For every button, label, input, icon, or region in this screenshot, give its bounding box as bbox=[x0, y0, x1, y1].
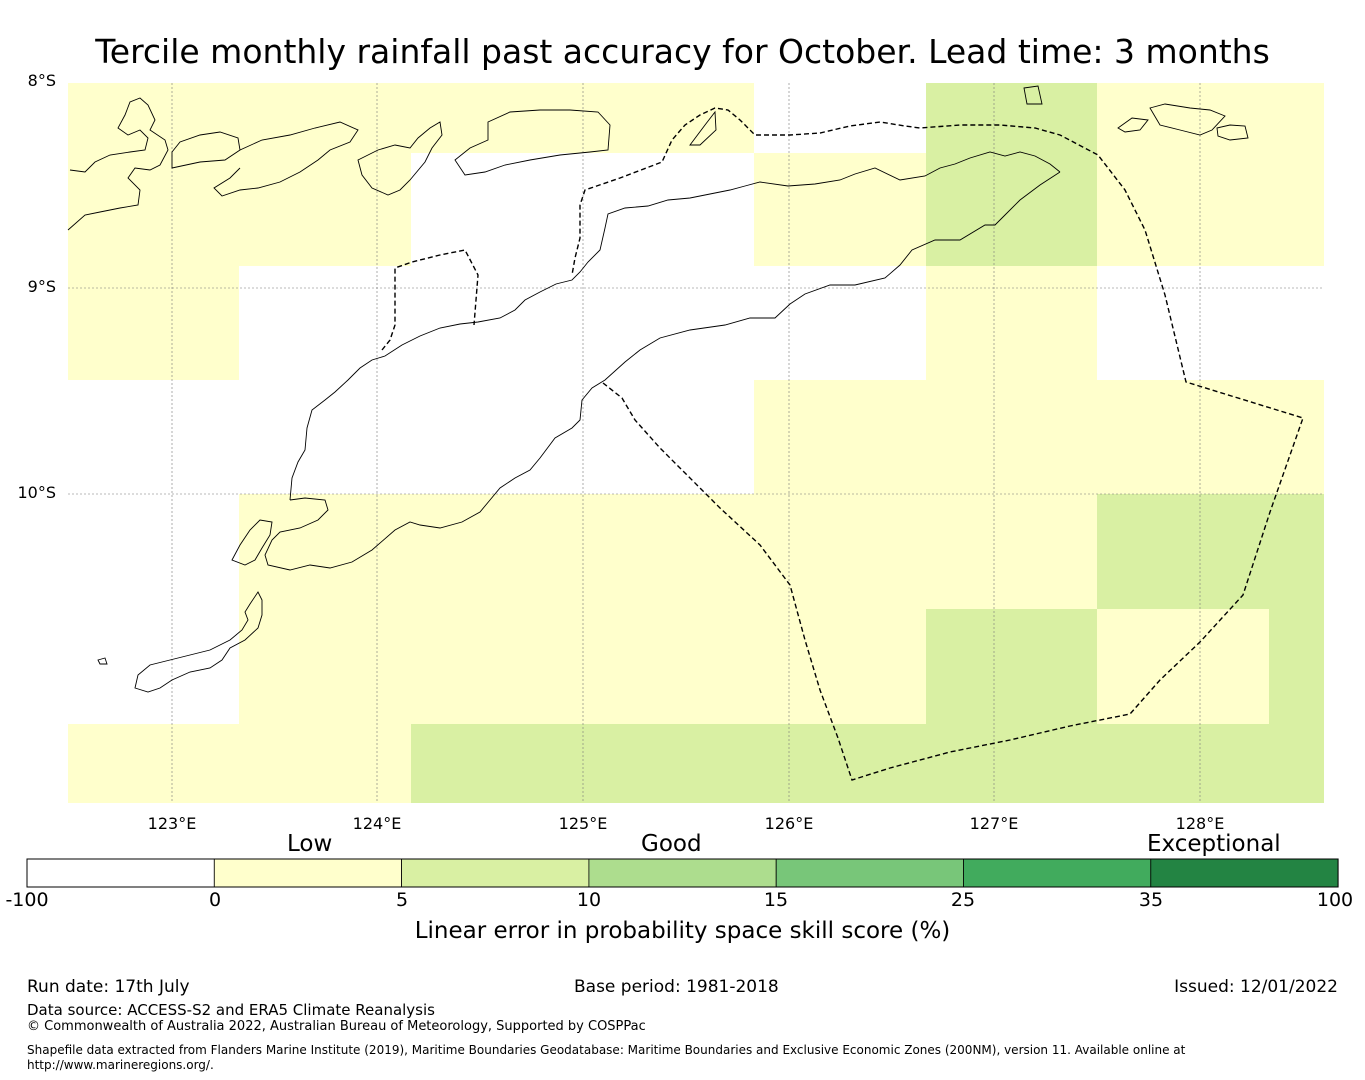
skill-cell bbox=[68, 153, 411, 266]
colorbar-title: Linear error in probability space skill … bbox=[414, 918, 951, 944]
colorbar-outline bbox=[26, 858, 1339, 888]
timor-leste-eez bbox=[571, 107, 1304, 781]
skill-cell bbox=[1097, 83, 1324, 266]
alor-coast bbox=[171, 131, 241, 169]
lon-label-127e: 127°E bbox=[969, 814, 1019, 833]
skill-cell bbox=[926, 83, 1097, 266]
skill-cell bbox=[1097, 609, 1269, 724]
colorbar-segment bbox=[775, 858, 964, 888]
maritime-boundary bbox=[381, 107, 1304, 781]
lon-label-124e: 124°E bbox=[352, 814, 402, 833]
timor-south-coast bbox=[264, 171, 1061, 571]
tick-label: 0 bbox=[208, 889, 222, 911]
colorbar-segment bbox=[588, 858, 777, 888]
colorbar-segment bbox=[963, 858, 1152, 888]
graticule bbox=[68, 83, 1324, 803]
tick-label: 10 bbox=[576, 889, 602, 911]
category-exceptional: Exceptional bbox=[1147, 831, 1281, 857]
shapefile-credit: Shapefile data extracted from Flanders M… bbox=[27, 1043, 1186, 1057]
romang-coast bbox=[1117, 117, 1149, 133]
coastlines bbox=[67, 85, 1249, 693]
lon-label-125e: 125°E bbox=[558, 814, 608, 833]
colorbar-segment bbox=[1150, 858, 1339, 888]
colorbar-segment bbox=[401, 858, 590, 888]
tick-label: 35 bbox=[1138, 889, 1164, 911]
damar-coast bbox=[1149, 103, 1226, 136]
tick-label: -100 bbox=[5, 889, 49, 911]
skill-cell bbox=[239, 494, 1097, 609]
colorbar-segment bbox=[213, 858, 403, 888]
skill-cell bbox=[1269, 609, 1324, 724]
shapefile-url: http://www.marineregions.org/. bbox=[27, 1058, 214, 1072]
semau-coast bbox=[134, 591, 263, 693]
skill-cell bbox=[68, 266, 239, 380]
skill-cell bbox=[68, 83, 754, 153]
skill-cell bbox=[1097, 494, 1324, 609]
issued-date: Issued: 12/01/2022 bbox=[1174, 977, 1338, 997]
tick-label: 100 bbox=[1316, 889, 1354, 911]
rote-coast bbox=[231, 519, 273, 566]
tick-label: 15 bbox=[763, 889, 789, 911]
skill-cell bbox=[754, 153, 926, 266]
small-isle-1 bbox=[1216, 124, 1249, 141]
skill-cell bbox=[411, 724, 1324, 803]
lat-label-10s: 10°S bbox=[17, 483, 56, 502]
lon-label-123e: 123°E bbox=[147, 814, 197, 833]
flores-coast bbox=[67, 97, 169, 231]
kisar-coast bbox=[357, 121, 443, 196]
oecusse-eez bbox=[381, 249, 479, 351]
lon-label-128e: 128°E bbox=[1175, 814, 1225, 833]
colorbar-segment bbox=[26, 858, 215, 888]
tick-label: 25 bbox=[950, 889, 976, 911]
lat-label-9s: 9°S bbox=[27, 277, 56, 296]
skill-cell bbox=[926, 609, 1097, 724]
lat-label-8s: 8°S bbox=[27, 71, 56, 90]
small-isle-3 bbox=[97, 657, 108, 665]
small-isle-2 bbox=[1023, 85, 1043, 105]
solor-coast bbox=[213, 121, 359, 197]
data-source: Data source: ACCESS-S2 and ERA5 Climate … bbox=[27, 1001, 435, 1019]
base-period: Base period: 1981-2018 bbox=[574, 977, 779, 997]
skill-grid bbox=[68, 83, 1324, 803]
category-good: Good bbox=[641, 831, 702, 857]
lon-label-126e: 126°E bbox=[764, 814, 814, 833]
timor-north-coast bbox=[289, 151, 1061, 501]
atauro-coast bbox=[689, 110, 717, 146]
tick-label: 5 bbox=[395, 889, 409, 911]
skill-cell bbox=[754, 380, 1324, 494]
map-title: Tercile monthly rainfall past accuracy f… bbox=[95, 32, 1270, 71]
skill-cell bbox=[68, 724, 411, 803]
category-low: Low bbox=[287, 831, 333, 857]
run-date: Run date: 17th July bbox=[27, 977, 190, 997]
skill-cell bbox=[926, 266, 1097, 380]
copyright: © Commonwealth of Australia 2022, Austra… bbox=[27, 1019, 646, 1034]
wetar-coast bbox=[454, 109, 611, 176]
skill-cell bbox=[239, 609, 926, 724]
colorbar bbox=[26, 858, 1339, 888]
